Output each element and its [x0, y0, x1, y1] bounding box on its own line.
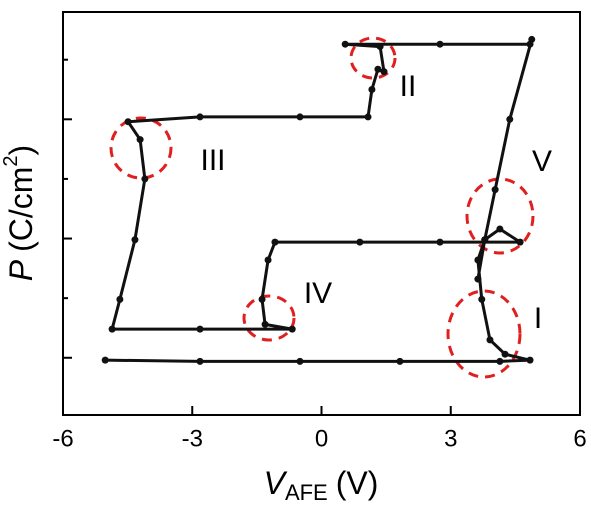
data-point	[528, 35, 536, 43]
x-tick-label: 0	[315, 425, 328, 452]
data-point	[474, 275, 482, 283]
data-point	[496, 357, 504, 365]
data-point	[436, 238, 444, 246]
data-point	[481, 236, 489, 244]
data-point	[368, 86, 376, 93]
x-axis-label: VAFE (V)	[264, 465, 379, 504]
data-point	[141, 175, 149, 183]
data-point	[196, 325, 204, 333]
annotation: III	[200, 144, 225, 177]
data-point	[356, 238, 364, 246]
annotation: II	[400, 70, 417, 103]
data-point	[288, 325, 296, 333]
data-point	[341, 40, 349, 48]
x-label-unit: (V)	[336, 465, 379, 501]
x-tick-label: -6	[52, 425, 73, 452]
data-point	[506, 115, 514, 123]
highlight-ellipse	[446, 289, 522, 379]
data-point	[196, 113, 204, 121]
data-point	[196, 357, 204, 365]
data-point	[526, 356, 534, 364]
data-point	[436, 40, 444, 48]
data-point	[261, 320, 269, 328]
highlight-ellipse	[349, 36, 397, 80]
data-point	[478, 295, 486, 303]
y-label-sup: 2	[0, 155, 22, 166]
data-point	[258, 295, 266, 303]
y-label-close: )	[3, 145, 39, 156]
data-point	[296, 357, 304, 365]
highlight-ellipse	[109, 116, 173, 180]
data-point	[491, 186, 499, 194]
data-point	[376, 43, 384, 51]
x-label-main: V	[264, 465, 288, 501]
x-tick-label: 6	[573, 425, 586, 452]
y-label-main: P	[3, 259, 39, 281]
data-point	[474, 256, 482, 264]
highlight-ellipse	[465, 177, 535, 255]
data-line	[105, 37, 534, 363]
annotation: IV	[304, 277, 332, 310]
data-point	[374, 65, 382, 73]
data-point	[296, 113, 304, 121]
data-point	[501, 350, 509, 358]
annotation: I	[534, 302, 542, 335]
data-point	[516, 238, 524, 246]
data-point	[101, 356, 109, 364]
data-point	[131, 236, 139, 244]
x-tick-label: 3	[444, 425, 457, 452]
data-point	[380, 68, 388, 76]
data-point	[264, 256, 272, 264]
data-point	[496, 225, 504, 233]
annotation: V	[532, 145, 552, 178]
data-point	[486, 336, 494, 344]
data-point	[124, 118, 132, 126]
data-point	[271, 238, 279, 246]
data-point	[116, 295, 124, 303]
x-tick-label: -3	[182, 425, 203, 452]
data-point	[108, 325, 116, 333]
highlight-ellipses	[109, 36, 535, 379]
x-label-sub: AFE	[285, 480, 328, 505]
data-point	[396, 357, 404, 365]
data-point	[136, 136, 144, 144]
y-label-unit: (C/cm	[3, 167, 39, 252]
highlight-ellipse	[242, 294, 296, 342]
y-axis-label: P (C/cm2)	[0, 145, 39, 281]
data-point	[364, 113, 372, 121]
